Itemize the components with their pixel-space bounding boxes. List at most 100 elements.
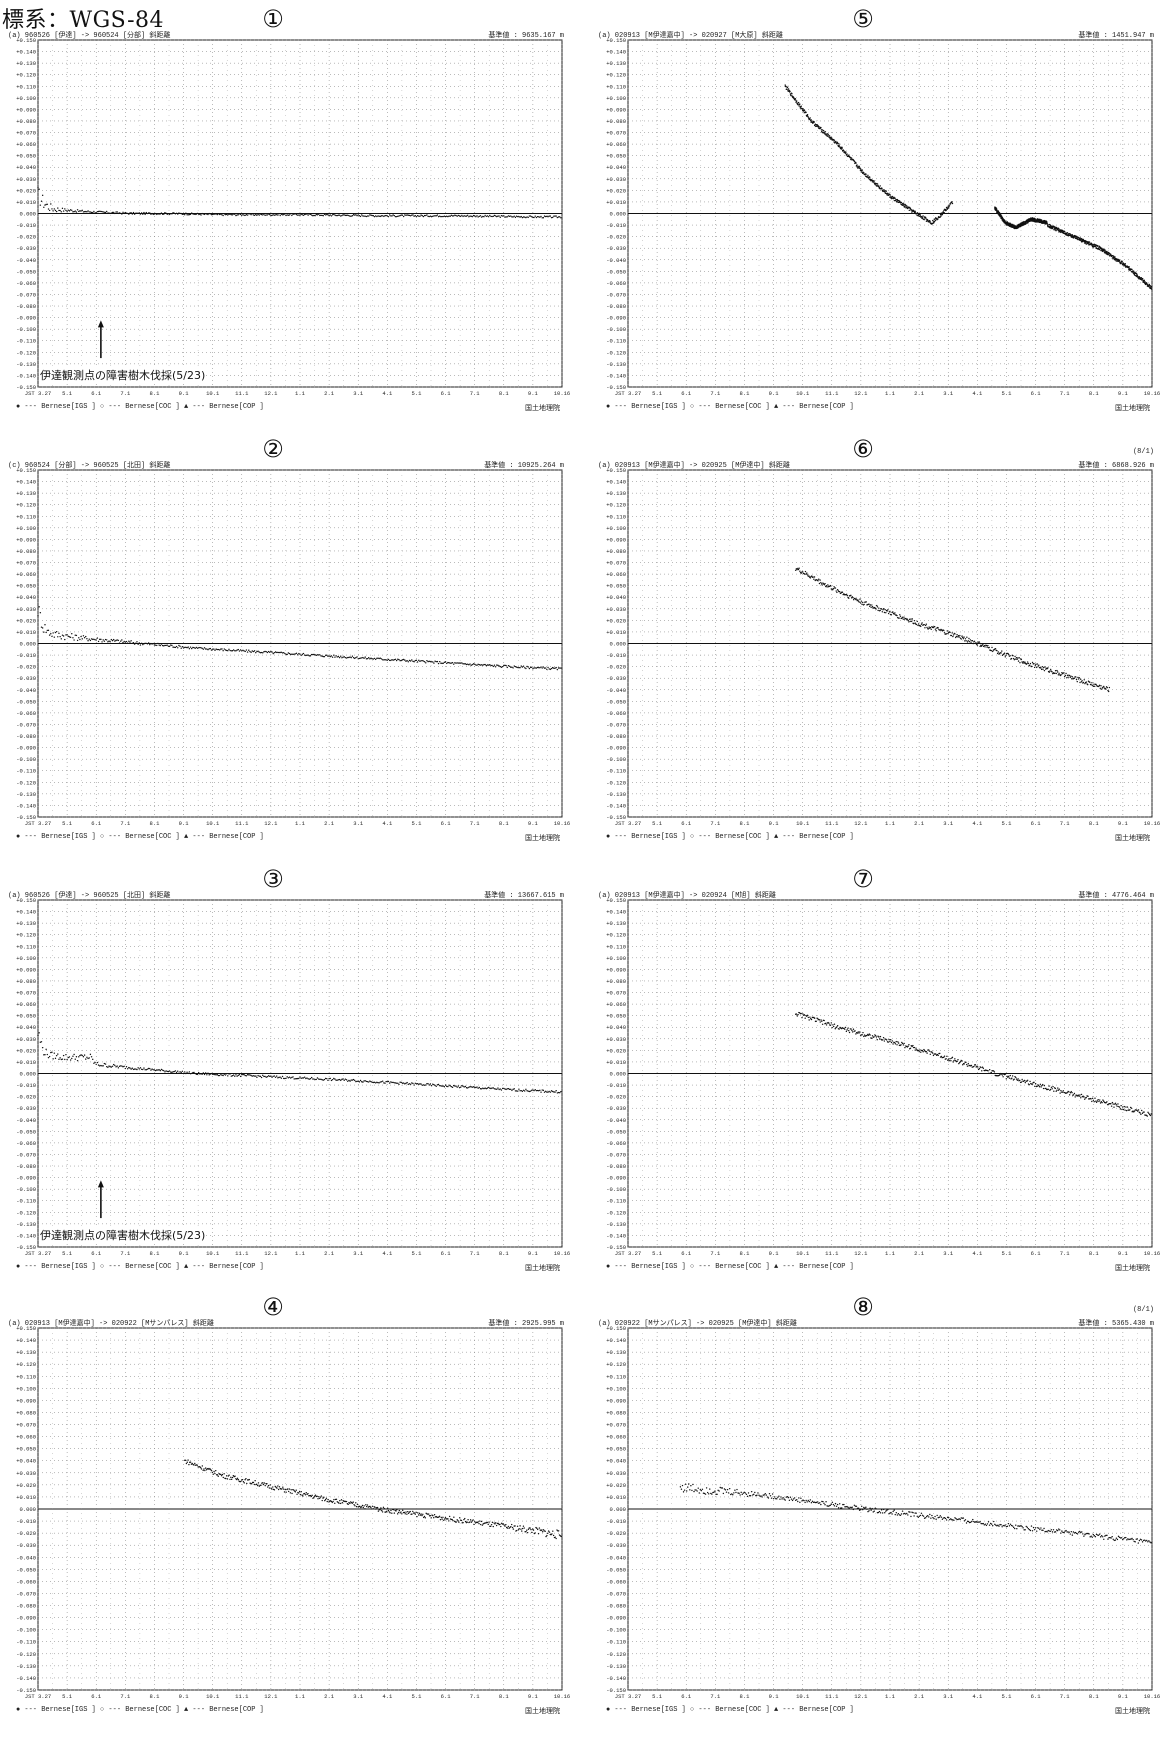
data-point bbox=[1066, 674, 1069, 677]
data-point bbox=[296, 214, 299, 216]
chart-panel-5: ⑤ (a) 020913 [M伊達嘉中] -> 020927 [M大原] 斜距離基… bbox=[598, 5, 1160, 425]
data-point bbox=[532, 216, 534, 219]
y-tick-label: -0.020 bbox=[606, 1530, 626, 1537]
data-point bbox=[1091, 1097, 1094, 1100]
data-point bbox=[508, 1088, 511, 1091]
data-point bbox=[967, 1063, 969, 1065]
data-point bbox=[1050, 227, 1052, 230]
data-point bbox=[298, 214, 300, 216]
data-point bbox=[1019, 1079, 1021, 1082]
data-point bbox=[264, 1075, 266, 1078]
data-point bbox=[402, 1509, 404, 1512]
data-point bbox=[225, 1073, 228, 1075]
y-tick-label: -0.130 bbox=[16, 1221, 36, 1228]
data-point bbox=[351, 655, 354, 657]
data-point bbox=[377, 1082, 379, 1084]
data-point bbox=[548, 1531, 551, 1533]
data-point bbox=[308, 655, 311, 657]
data-point bbox=[250, 651, 252, 654]
data-point bbox=[968, 641, 971, 643]
data-point bbox=[364, 1080, 366, 1082]
data-point bbox=[37, 1034, 39, 1037]
y-tick-label: +0.150 bbox=[16, 1325, 36, 1332]
data-point bbox=[1071, 234, 1074, 236]
credit-label: 国土地理院 bbox=[1115, 404, 1150, 412]
data-point bbox=[39, 611, 42, 614]
data-point bbox=[371, 1081, 373, 1084]
data-point bbox=[491, 1087, 493, 1089]
data-point bbox=[167, 1070, 170, 1073]
x-tick-label: JST 3.27 bbox=[615, 820, 641, 827]
data-point bbox=[1038, 1086, 1041, 1088]
data-point bbox=[193, 213, 195, 215]
x-tick-label: 8.1 bbox=[149, 1250, 160, 1257]
data-point bbox=[789, 93, 792, 95]
data-point bbox=[886, 1039, 888, 1041]
data-point bbox=[459, 215, 462, 218]
data-point bbox=[385, 659, 387, 661]
series-legend: ● --- Bernese[IGS ] ○ --- Bernese[COC ] … bbox=[606, 403, 854, 411]
data-point bbox=[349, 656, 351, 658]
data-point bbox=[317, 1078, 320, 1080]
data-point bbox=[487, 1086, 490, 1089]
data-point bbox=[485, 664, 488, 667]
data-point bbox=[170, 1071, 172, 1073]
data-point bbox=[143, 643, 145, 645]
data-point bbox=[257, 1482, 260, 1484]
data-point bbox=[457, 1085, 460, 1087]
data-point bbox=[915, 623, 918, 626]
data-point bbox=[352, 1501, 354, 1503]
data-point bbox=[284, 1488, 287, 1491]
data-point bbox=[390, 1509, 392, 1512]
data-point bbox=[58, 209, 60, 212]
data-point bbox=[553, 1091, 555, 1093]
data-point bbox=[531, 666, 533, 669]
data-point bbox=[401, 214, 404, 216]
data-point bbox=[518, 1528, 520, 1530]
data-point bbox=[902, 204, 905, 206]
x-tick-label: 7.1 bbox=[470, 390, 481, 397]
data-point bbox=[1066, 232, 1069, 234]
x-tick-label: 7.1 bbox=[1060, 1250, 1071, 1257]
data-point bbox=[38, 188, 40, 190]
data-point bbox=[60, 638, 62, 640]
series-legend: ● --- Bernese[IGS ] ○ --- Bernese[COC ] … bbox=[16, 1706, 264, 1714]
data-point bbox=[526, 1529, 528, 1531]
corner-note: (8/1) bbox=[1132, 1306, 1154, 1314]
data-point bbox=[937, 218, 939, 220]
data-point bbox=[1024, 1081, 1027, 1084]
x-tick-label: 3.1 bbox=[353, 1693, 364, 1700]
data-point bbox=[257, 1074, 259, 1077]
data-point bbox=[993, 1071, 996, 1073]
data-point bbox=[267, 650, 270, 653]
reference-value: 基準値 : 9635.167 m bbox=[488, 32, 564, 40]
data-point bbox=[342, 656, 344, 658]
data-point bbox=[1087, 683, 1089, 686]
data-point bbox=[1120, 262, 1122, 264]
data-point bbox=[413, 661, 415, 663]
data-point bbox=[355, 214, 357, 216]
baseline-strip: (a) 960526 [伊達] -> 960525 [北田] 斜距離 bbox=[8, 892, 171, 900]
y-tick-label: -0.140 bbox=[16, 372, 36, 379]
data-point bbox=[950, 634, 953, 637]
data-point bbox=[501, 665, 504, 668]
data-point bbox=[978, 641, 981, 643]
data-point bbox=[409, 660, 412, 662]
data-point bbox=[133, 213, 136, 215]
data-point bbox=[874, 183, 876, 186]
data-point bbox=[404, 659, 406, 661]
data-point bbox=[1076, 680, 1078, 683]
data-point bbox=[299, 653, 301, 655]
data-point bbox=[109, 212, 111, 215]
data-point bbox=[1140, 277, 1142, 279]
data-point bbox=[829, 1024, 832, 1026]
data-point bbox=[270, 650, 272, 653]
data-point bbox=[785, 85, 787, 88]
data-point bbox=[484, 663, 486, 666]
data-point bbox=[1026, 1080, 1028, 1082]
data-point bbox=[891, 197, 893, 200]
data-point bbox=[327, 1079, 329, 1082]
data-point bbox=[456, 215, 458, 217]
data-point bbox=[368, 1081, 370, 1083]
data-point bbox=[446, 662, 448, 665]
